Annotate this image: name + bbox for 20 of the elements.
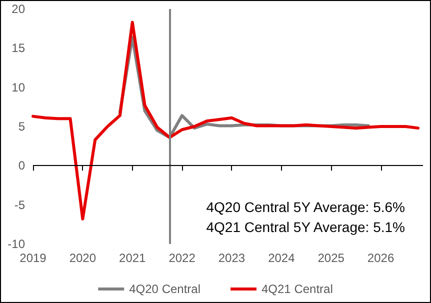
y-tick-label: 20 (12, 2, 26, 16)
annotation: 4Q21 Central 5Y Average: 5.1% (206, 219, 405, 235)
x-tick-label: 2020 (69, 251, 96, 265)
x-tick-label: 2025 (318, 251, 345, 265)
line-series (32, 20, 420, 220)
annotation: 4Q20 Central 5Y Average: 5.6% (206, 199, 405, 215)
y-tick-label: 15 (12, 41, 26, 56)
y-tick-label: 0 (18, 158, 26, 173)
x-tick-label: 2026 (367, 251, 394, 265)
y-tick-label: -5 (14, 198, 26, 212)
x-tick-label: 2024 (268, 251, 296, 265)
y-tick-label: 5 (18, 120, 26, 134)
x-tick-label: 2019 (20, 251, 47, 265)
x-tick-label: 2021 (119, 251, 146, 265)
legend-label: 4Q20 Central (129, 282, 200, 296)
y-tick-label: 10 (12, 80, 26, 94)
x-tick-label: 2022 (168, 251, 196, 265)
y-tick-label: -10 (8, 237, 26, 251)
legend-label: 4Q21 Central (262, 282, 333, 296)
x-tick-label: 2023 (218, 251, 246, 265)
